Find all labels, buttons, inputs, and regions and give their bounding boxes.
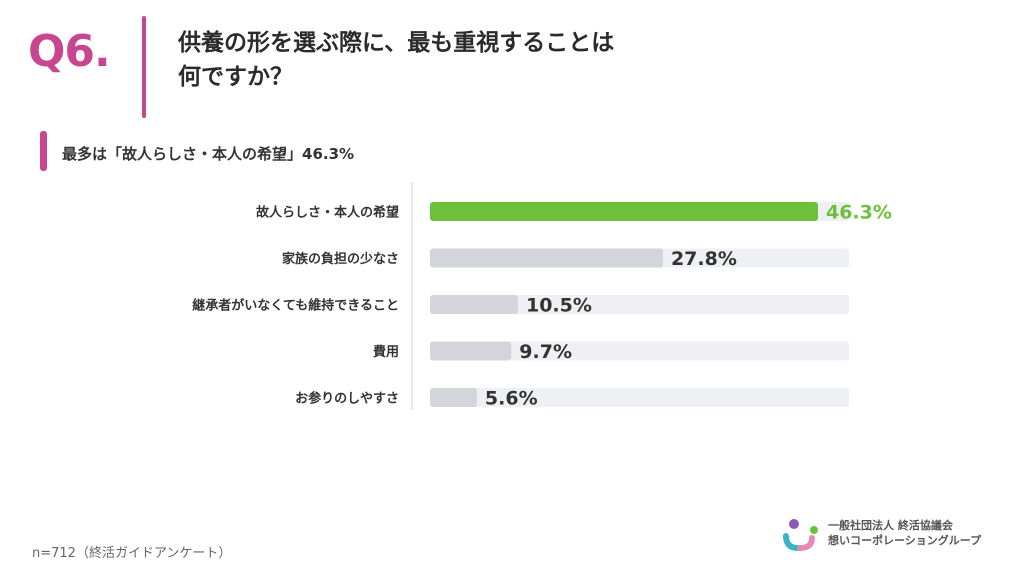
value-label: 9.7% xyxy=(519,341,572,363)
title-accent-bar xyxy=(142,16,146,118)
bar xyxy=(430,341,512,361)
footnote: n=712（終活ガイドアンケート） xyxy=(32,546,232,561)
logo-line-1: 一般社団法人 終活協議会 xyxy=(828,519,953,532)
subtitle-accent-bar xyxy=(40,131,47,171)
subtitle: 最多は「故人らしさ・本人の希望」46.3% xyxy=(62,145,355,163)
value-label: 5.6% xyxy=(485,388,538,410)
category-label: お参りのしやすさ xyxy=(295,391,399,407)
bar xyxy=(430,388,477,407)
title-line-2: 何ですか？ xyxy=(178,64,293,90)
bar xyxy=(430,295,518,314)
category-label: 費用 xyxy=(373,344,399,360)
logo-mark-icon xyxy=(783,519,818,551)
bar-track xyxy=(430,341,849,361)
bar xyxy=(430,202,818,221)
bar xyxy=(430,248,663,268)
value-label: 27.8% xyxy=(671,248,737,270)
logo-line-2: 想いコーポレーショングループ xyxy=(828,534,982,547)
category-label: 故人らしさ・本人の希望 xyxy=(256,205,399,221)
question-number: Q6. xyxy=(28,26,111,77)
logo-text: 一般社団法人 終活協議会 想いコーポレーショングループ xyxy=(828,518,988,548)
page-title: 供養の形を選ぶ際に、最も重視することは 何ですか？ xyxy=(178,26,698,94)
organization-logo: 一般社団法人 終活協議会 想いコーポレーショングループ xyxy=(776,510,986,558)
value-label: 10.5% xyxy=(526,295,592,317)
value-label: 46.3% xyxy=(826,202,892,224)
title-line-1: 供養の形を選ぶ際に、最も重視することは xyxy=(178,30,615,56)
bar-track xyxy=(430,295,849,314)
category-label: 家族の負担の少なさ xyxy=(282,251,399,267)
category-label: 継承者がいなくても維持できること xyxy=(192,298,399,314)
bar-track xyxy=(430,388,849,407)
